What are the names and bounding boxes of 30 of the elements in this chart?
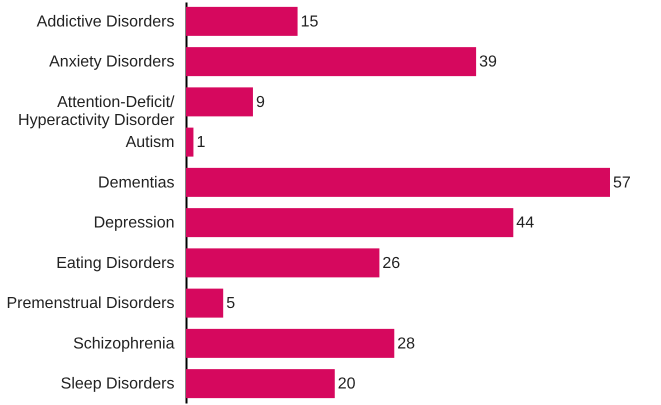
data-label: 44 bbox=[516, 214, 534, 232]
y-tick-label: Anxiety Disorders bbox=[49, 54, 174, 71]
data-label: 5 bbox=[226, 295, 236, 312]
y-tick-label: Dementias bbox=[98, 174, 174, 192]
data-label: 9 bbox=[256, 94, 265, 111]
data-label: 20 bbox=[338, 376, 356, 393]
y-tick-label: Addictive Disorders bbox=[36, 13, 174, 30]
bar bbox=[186, 6, 298, 36]
bar bbox=[186, 168, 610, 197]
data-label: 15 bbox=[300, 13, 318, 30]
data-label: 57 bbox=[613, 174, 631, 192]
bar bbox=[186, 47, 476, 76]
y-tick-label: Eating Disorders bbox=[56, 254, 174, 272]
bar bbox=[186, 248, 380, 278]
data-label: 28 bbox=[397, 335, 416, 352]
bar bbox=[186, 328, 394, 358]
y-tick-label: Sleep Disorders bbox=[60, 376, 174, 393]
bar bbox=[186, 288, 224, 318]
bar bbox=[186, 208, 514, 238]
bar bbox=[186, 369, 335, 398]
data-label: 1 bbox=[196, 134, 206, 152]
bar bbox=[186, 128, 194, 157]
y-tick-label: Depression bbox=[94, 214, 174, 232]
y-tick-label: Autism bbox=[126, 134, 174, 152]
bar bbox=[186, 87, 253, 116]
y-tick-label: Premenstrual Disorders bbox=[6, 295, 174, 312]
data-label: 39 bbox=[479, 54, 498, 71]
y-tick-label: Attention-Deficit/ Hyperactivity Disorder bbox=[18, 94, 176, 129]
y-tick-label: Schizophrenia bbox=[73, 335, 175, 352]
data-label: 26 bbox=[382, 254, 400, 272]
